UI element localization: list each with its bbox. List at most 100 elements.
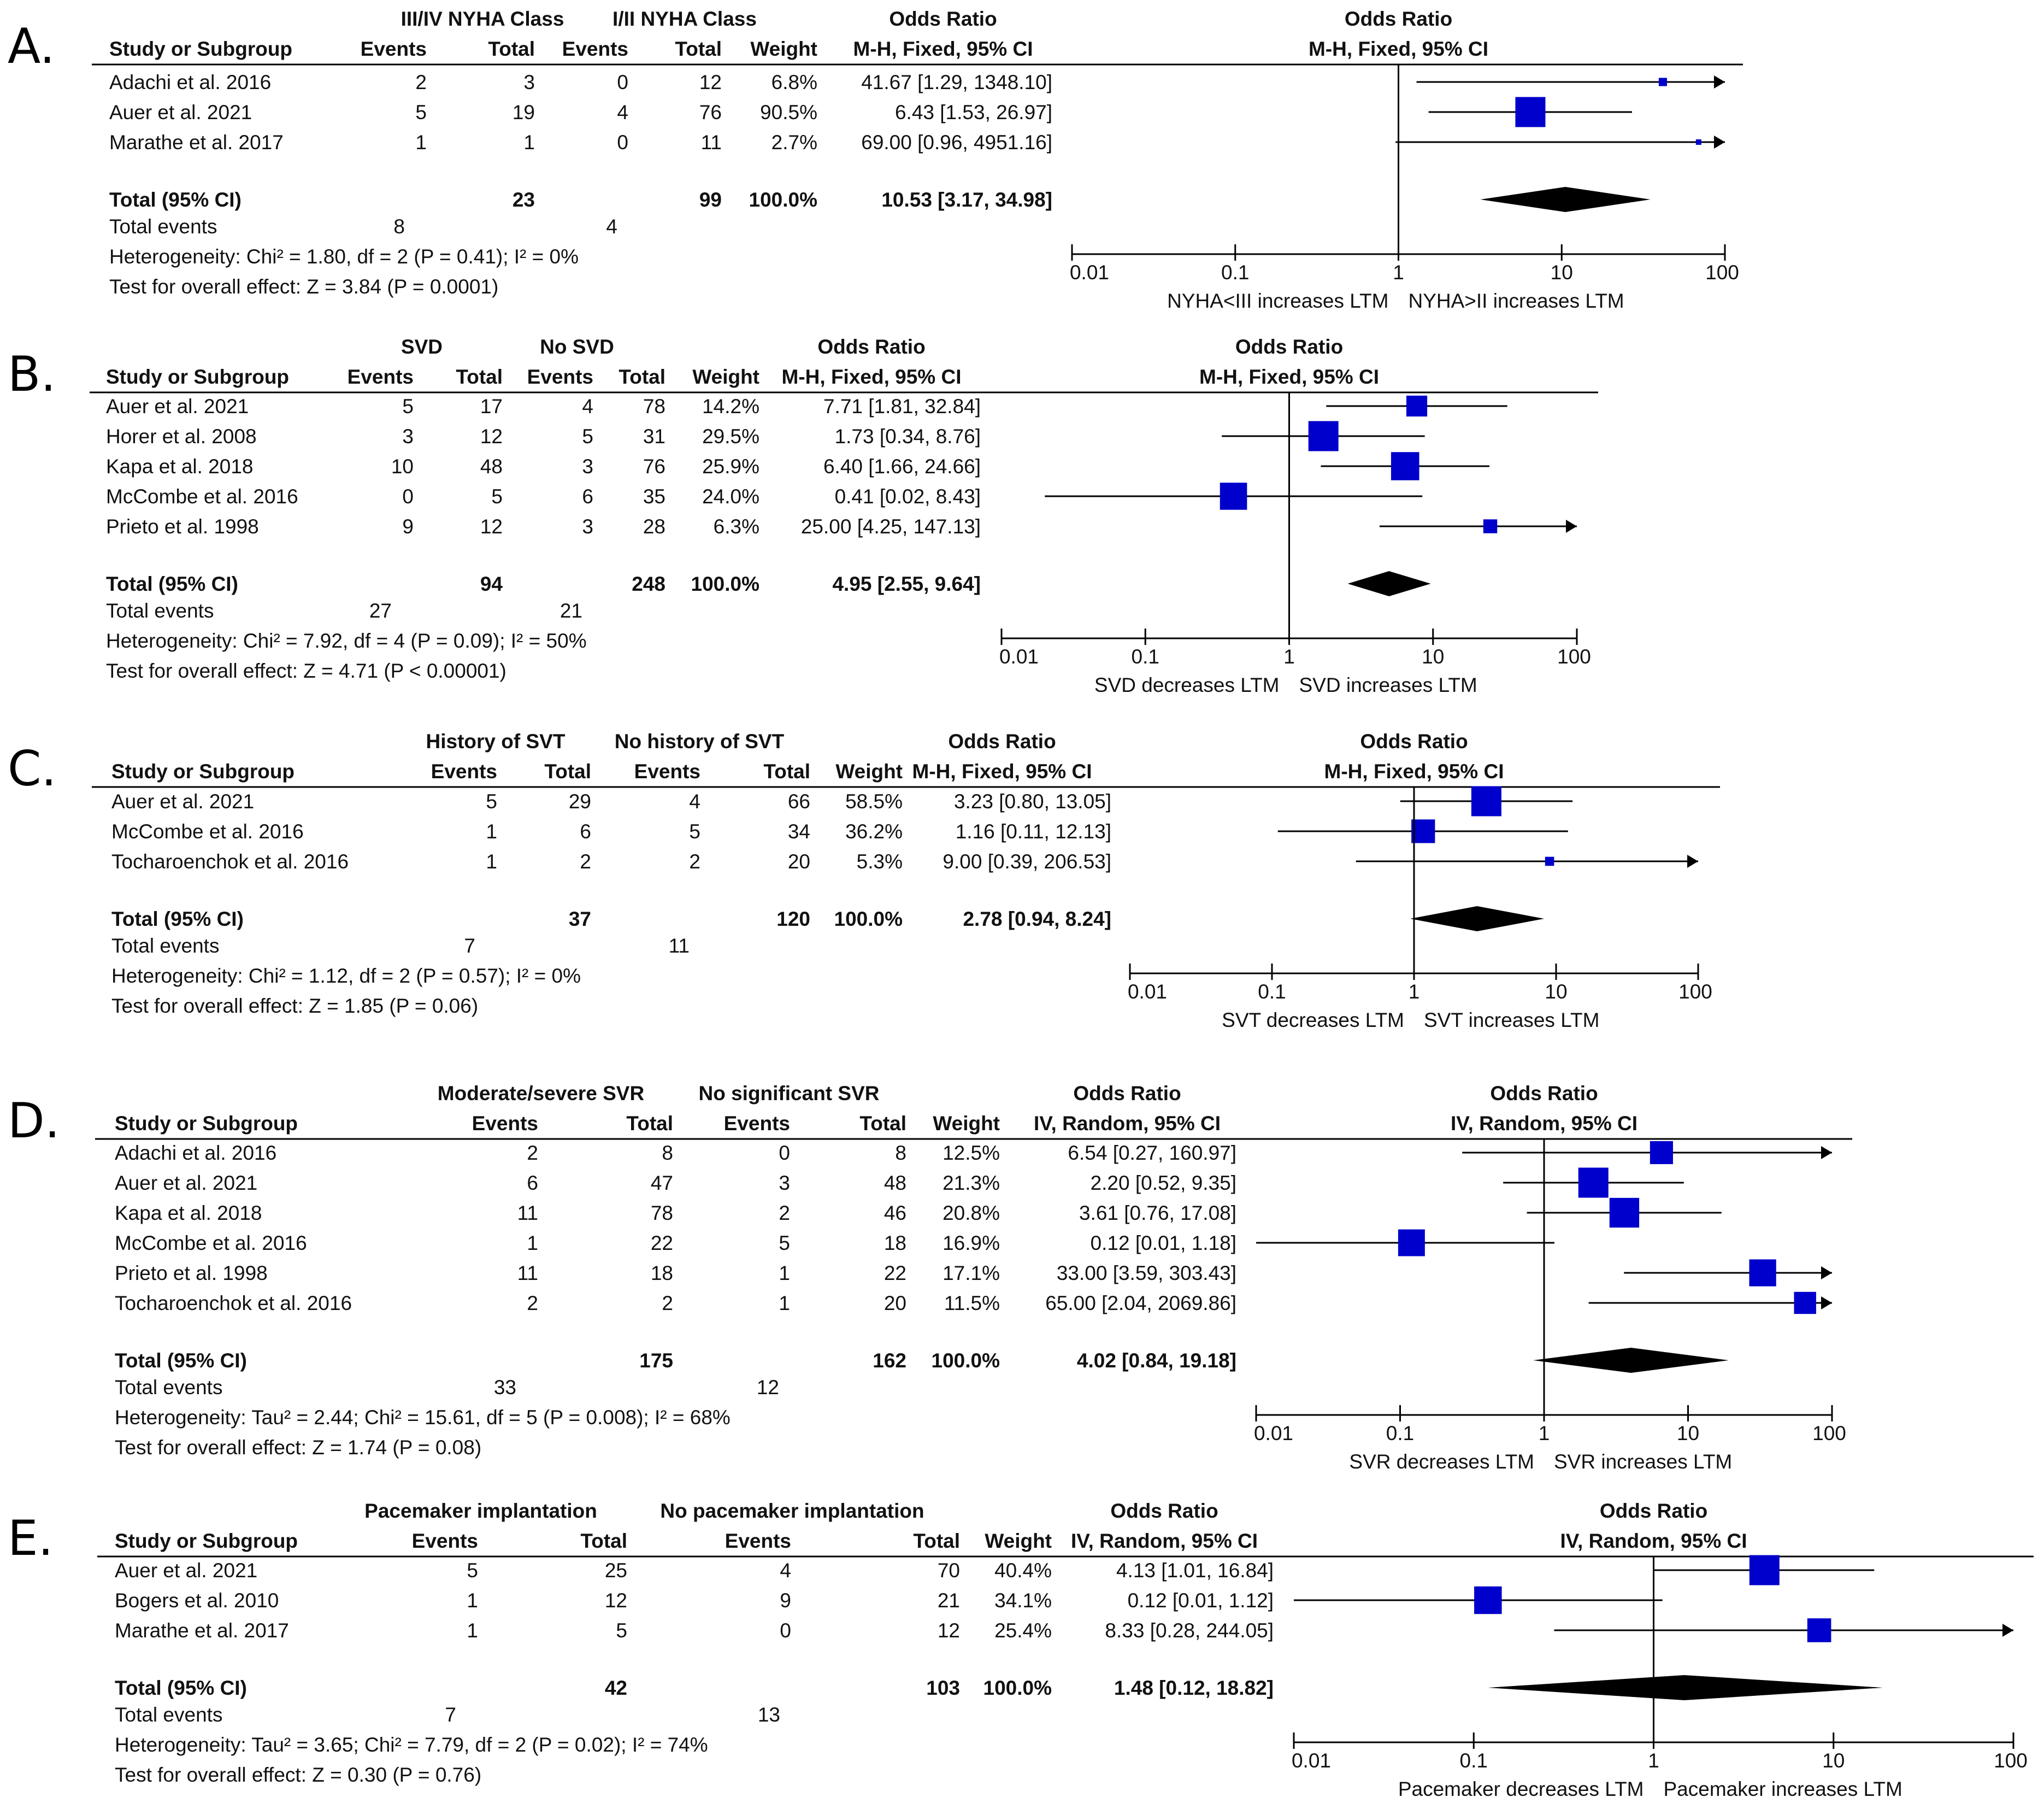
events-group2: 3	[779, 1172, 790, 1194]
study-name: Auer et al. 2021	[115, 1172, 257, 1194]
study-weight: 40.4%	[994, 1559, 1052, 1582]
study-weight: 6.8%	[771, 71, 817, 93]
x-tick-label: 100	[1705, 261, 1739, 284]
overall-effect-text: Test for overall effect: Z = 4.71 (P < 0…	[106, 660, 506, 682]
events-group2: 4	[689, 790, 700, 813]
x-tick-label: 1	[1393, 261, 1404, 284]
col-weight-header: Weight	[692, 366, 759, 388]
col-events1-header: Events	[361, 38, 427, 60]
x-tick-label: 10	[1422, 645, 1444, 668]
plot-header-1: Odds Ratio	[1235, 336, 1343, 358]
study-weight: 17.1%	[943, 1262, 1000, 1284]
point-estimate-marker	[1545, 856, 1554, 866]
study-name: Prieto et al. 1998	[106, 515, 259, 538]
study-name: Auer et al. 2021	[115, 1559, 257, 1582]
favours-left-label: SVR decreases LTM	[1349, 1450, 1534, 1473]
study-or-ci: 9.00 [0.39, 206.53]	[943, 850, 1111, 873]
events-group2: 1	[779, 1262, 790, 1284]
x-tick-label: 0.1	[1221, 261, 1249, 284]
events-group1: 1	[486, 850, 497, 873]
events-group2: 0	[780, 1619, 791, 1642]
overall-effect-text: Test for overall effect: Z = 1.85 (P = 0…	[111, 995, 478, 1017]
study-name: Auer et al. 2021	[111, 790, 254, 813]
forest-panel-3: C. History of SVT No history of SVT Odds Ra…	[8, 730, 1720, 1031]
study-name: Marathe et al. 2017	[109, 131, 284, 154]
favours-right-label: SVT increases LTM	[1424, 1009, 1599, 1031]
study-or-ci: 0.12 [0.01, 1.18]	[1091, 1232, 1236, 1254]
x-tick-label: 100	[1994, 1749, 2028, 1772]
total-weight: 100.0%	[749, 189, 818, 211]
total-row: Total (95% CI) 175 162 100.0% 4.02 [0.84, 19…	[115, 1348, 1729, 1373]
study-row: McCombe et al. 2016 0 5 6 35 24.0% 0.41 [0.02,…	[106, 483, 1423, 510]
effect-header-1: Odds Ratio	[889, 8, 997, 30]
study-name: Tocharoenchok et al. 2016	[111, 850, 349, 873]
favours-left-label: SVT decreases LTM	[1222, 1009, 1404, 1031]
x-tick-label: 0.1	[1460, 1749, 1488, 1772]
total-group2: 12	[938, 1619, 960, 1642]
total-or-ci: 1.48 [0.12, 18.82]	[1114, 1677, 1274, 1699]
total-weight: 100.0%	[932, 1349, 1000, 1372]
events-group2: 5	[582, 425, 593, 448]
events-group1: 10	[391, 455, 414, 478]
col-study-header: Study or Subgroup	[109, 38, 292, 60]
total-group1: 29	[569, 790, 591, 813]
events-group2: 4	[780, 1559, 791, 1582]
total-group1: 37	[569, 908, 591, 930]
study-or-ci: 0.12 [0.01, 1.12]	[1128, 1589, 1274, 1612]
favours-right-label: SVD increases LTM	[1299, 674, 1477, 696]
events-group1: 0	[402, 485, 414, 508]
total-group1: 22	[651, 1232, 673, 1254]
study-row: Auer et al. 2021 5 17 4 78 14.2% 7.71 [1.81, 3…	[106, 395, 1507, 418]
point-estimate-marker	[1471, 786, 1501, 817]
study-row: Tocharoenchok et al. 2016 2 2 1 20 11.5% 65.00…	[115, 1291, 1832, 1314]
effect-header-1: Odds Ratio	[817, 336, 925, 358]
pooled-diamond	[1480, 187, 1651, 212]
x-tick-label: 100	[1812, 1422, 1846, 1444]
events-group2: 1	[779, 1292, 790, 1314]
effect-header-2: M-H, Fixed, 95% CI	[912, 760, 1092, 783]
col-events1-header: Events	[347, 366, 414, 388]
ci-arrow-right	[1821, 1146, 1832, 1159]
study-or-ci: 33.00 [3.59, 303.43]	[1057, 1262, 1236, 1284]
total-weight: 100.0%	[691, 573, 760, 595]
total-group1: 2	[580, 850, 591, 873]
total-events-label: Total events	[109, 215, 217, 238]
events-group2: 4	[582, 395, 593, 418]
panel-letter: B.	[8, 346, 56, 402]
total-group2: 248	[632, 573, 665, 595]
total-group2: 162	[873, 1349, 906, 1372]
study-name: McCombe et al. 2016	[115, 1232, 307, 1254]
study-row: Bogers et al. 2010 1 12 9 21 34.1% 0.12 [0.01,…	[115, 1586, 1663, 1614]
total-group1: 2	[662, 1292, 673, 1314]
total-events-label: Total events	[106, 600, 214, 622]
study-row: Marathe et al. 2017 1 5 0 12 25.4% 8.33 [0.28,…	[115, 1618, 2013, 1642]
col-events2-header: Events	[725, 1530, 791, 1552]
ci-arrow-right	[2002, 1624, 2013, 1637]
total-events-group2: 13	[758, 1704, 780, 1726]
heterogeneity-text: Heterogeneity: Chi² = 1.80, df = 2 (P = …	[109, 245, 579, 268]
point-estimate-marker	[1749, 1259, 1776, 1287]
point-estimate-marker	[1391, 452, 1419, 480]
pooled-diamond	[1533, 1348, 1729, 1373]
x-tick-label: 0.01	[1254, 1422, 1293, 1444]
total-group1: 25	[605, 1559, 627, 1582]
heterogeneity-text: Heterogeneity: Chi² = 7.92, df = 4 (P = …	[106, 630, 587, 652]
total-group1: 5	[491, 485, 503, 508]
total-events-group1: 33	[494, 1376, 516, 1399]
total-label: Total (95% CI)	[115, 1677, 247, 1699]
total-group2: 28	[643, 515, 665, 538]
study-name: Kapa et al. 2018	[106, 455, 254, 478]
events-group1: 2	[527, 1292, 538, 1314]
total-group2: 21	[938, 1589, 960, 1612]
events-group1: 1	[467, 1619, 478, 1642]
study-or-ci: 25.00 [4.25, 147.13]	[801, 515, 981, 538]
effect-header-2: IV, Random, 95% CI	[1071, 1530, 1258, 1552]
favours-right-label: NYHA>II increases LTM	[1409, 290, 1624, 312]
point-estimate-marker	[1578, 1167, 1609, 1198]
total-group2: 103	[926, 1677, 960, 1699]
total-group1: 78	[651, 1202, 673, 1224]
study-name: Tocharoenchok et al. 2016	[115, 1292, 352, 1314]
study-or-ci: 1.16 [0.11, 12.13]	[956, 820, 1111, 843]
point-estimate-marker	[1794, 1291, 1816, 1314]
